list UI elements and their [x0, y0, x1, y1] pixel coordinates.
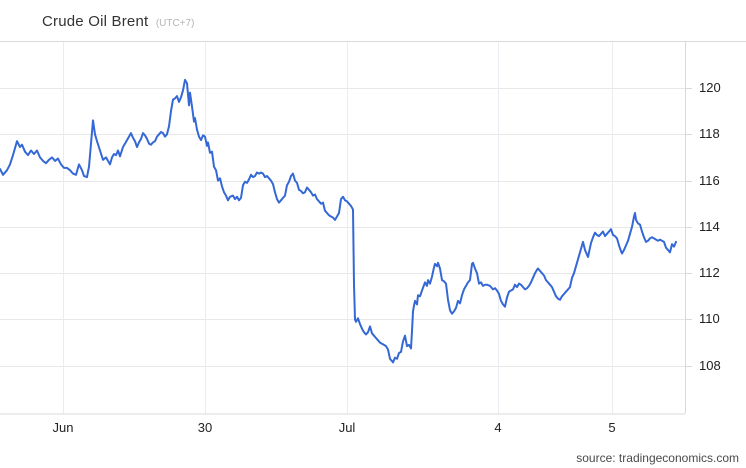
y-axis-label: 116 — [699, 172, 720, 188]
y-axis-label: 114 — [699, 218, 720, 234]
x-axis-label: Jun — [52, 420, 74, 435]
x-axis-label: 4 — [494, 420, 502, 435]
y-axis-label: 118 — [699, 126, 720, 142]
y-axis-label: 108 — [699, 357, 721, 373]
x-axis-label: Jul — [338, 420, 356, 435]
x-axis-label: 30 — [197, 420, 213, 435]
chart-title: Crude Oil Brent — [42, 13, 149, 30]
y-axis-label: 110 — [699, 311, 720, 327]
source-attribution: source: tradingeconomics.com — [576, 451, 739, 465]
chart-timezone-note: (UTC+7) — [155, 18, 195, 29]
price-series-line[interactable] — [0, 78, 677, 364]
y-axis-label: 120 — [699, 80, 721, 95]
x-axis-label: 5 — [608, 420, 616, 435]
y-axis-label: 112 — [699, 265, 720, 281]
chart-header: Crude Oil Brent (UTC+7) — [42, 13, 194, 31]
